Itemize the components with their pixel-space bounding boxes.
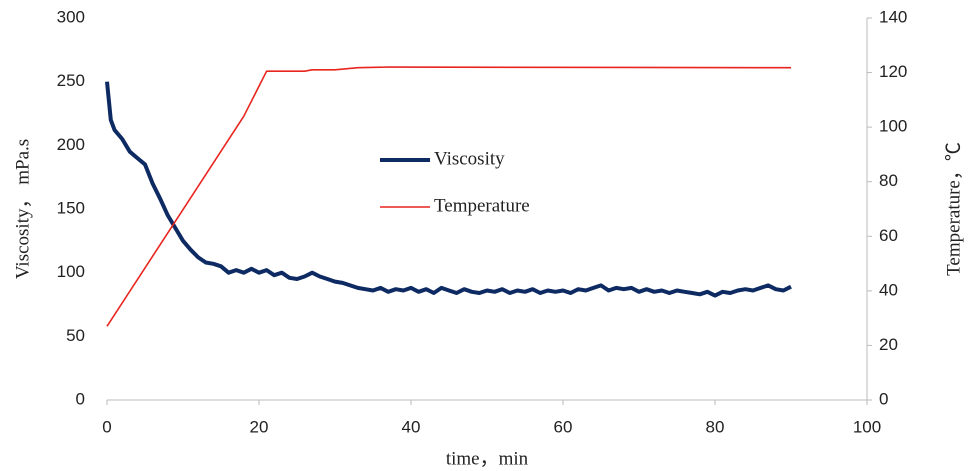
- y-tick-label: 0: [76, 389, 85, 408]
- x-tick-label: 0: [102, 417, 111, 436]
- line-1: [106, 66, 792, 327]
- line-0: [105, 81, 792, 298]
- x-tick-label: 40: [402, 417, 421, 436]
- y2-tick-label: 40: [879, 280, 898, 299]
- y2-axis-label: Temperature，℃: [943, 142, 964, 276]
- y2-tick-label: 20: [879, 335, 898, 354]
- y-tick-label: 250: [57, 71, 85, 90]
- x-tick-label: 60: [554, 417, 573, 436]
- y-tick-label: 300: [57, 7, 85, 26]
- legend-label: Viscosity: [434, 148, 505, 169]
- x-tick-label: 100: [853, 417, 881, 436]
- y2-tick-label: 100: [879, 117, 907, 136]
- x-axis-label: time，min: [446, 448, 529, 469]
- y2-tick-label: 140: [879, 7, 907, 26]
- x-tick-label: 80: [706, 417, 725, 436]
- y2-tick-label: 0: [879, 389, 888, 408]
- y2-tick-label: 60: [879, 226, 898, 245]
- x-tick-label: 20: [250, 417, 269, 436]
- y-axis-label: Viscosity， mPa.s: [12, 139, 33, 279]
- y-tick-label: 100: [57, 262, 85, 281]
- y-tick-label: 200: [57, 135, 85, 154]
- legend-label: Temperature: [434, 195, 530, 216]
- y-tick-label: 150: [57, 198, 85, 217]
- y2-tick-label: 80: [879, 171, 898, 190]
- y-tick-label: 50: [66, 326, 85, 345]
- y2-tick-label: 120: [879, 62, 907, 81]
